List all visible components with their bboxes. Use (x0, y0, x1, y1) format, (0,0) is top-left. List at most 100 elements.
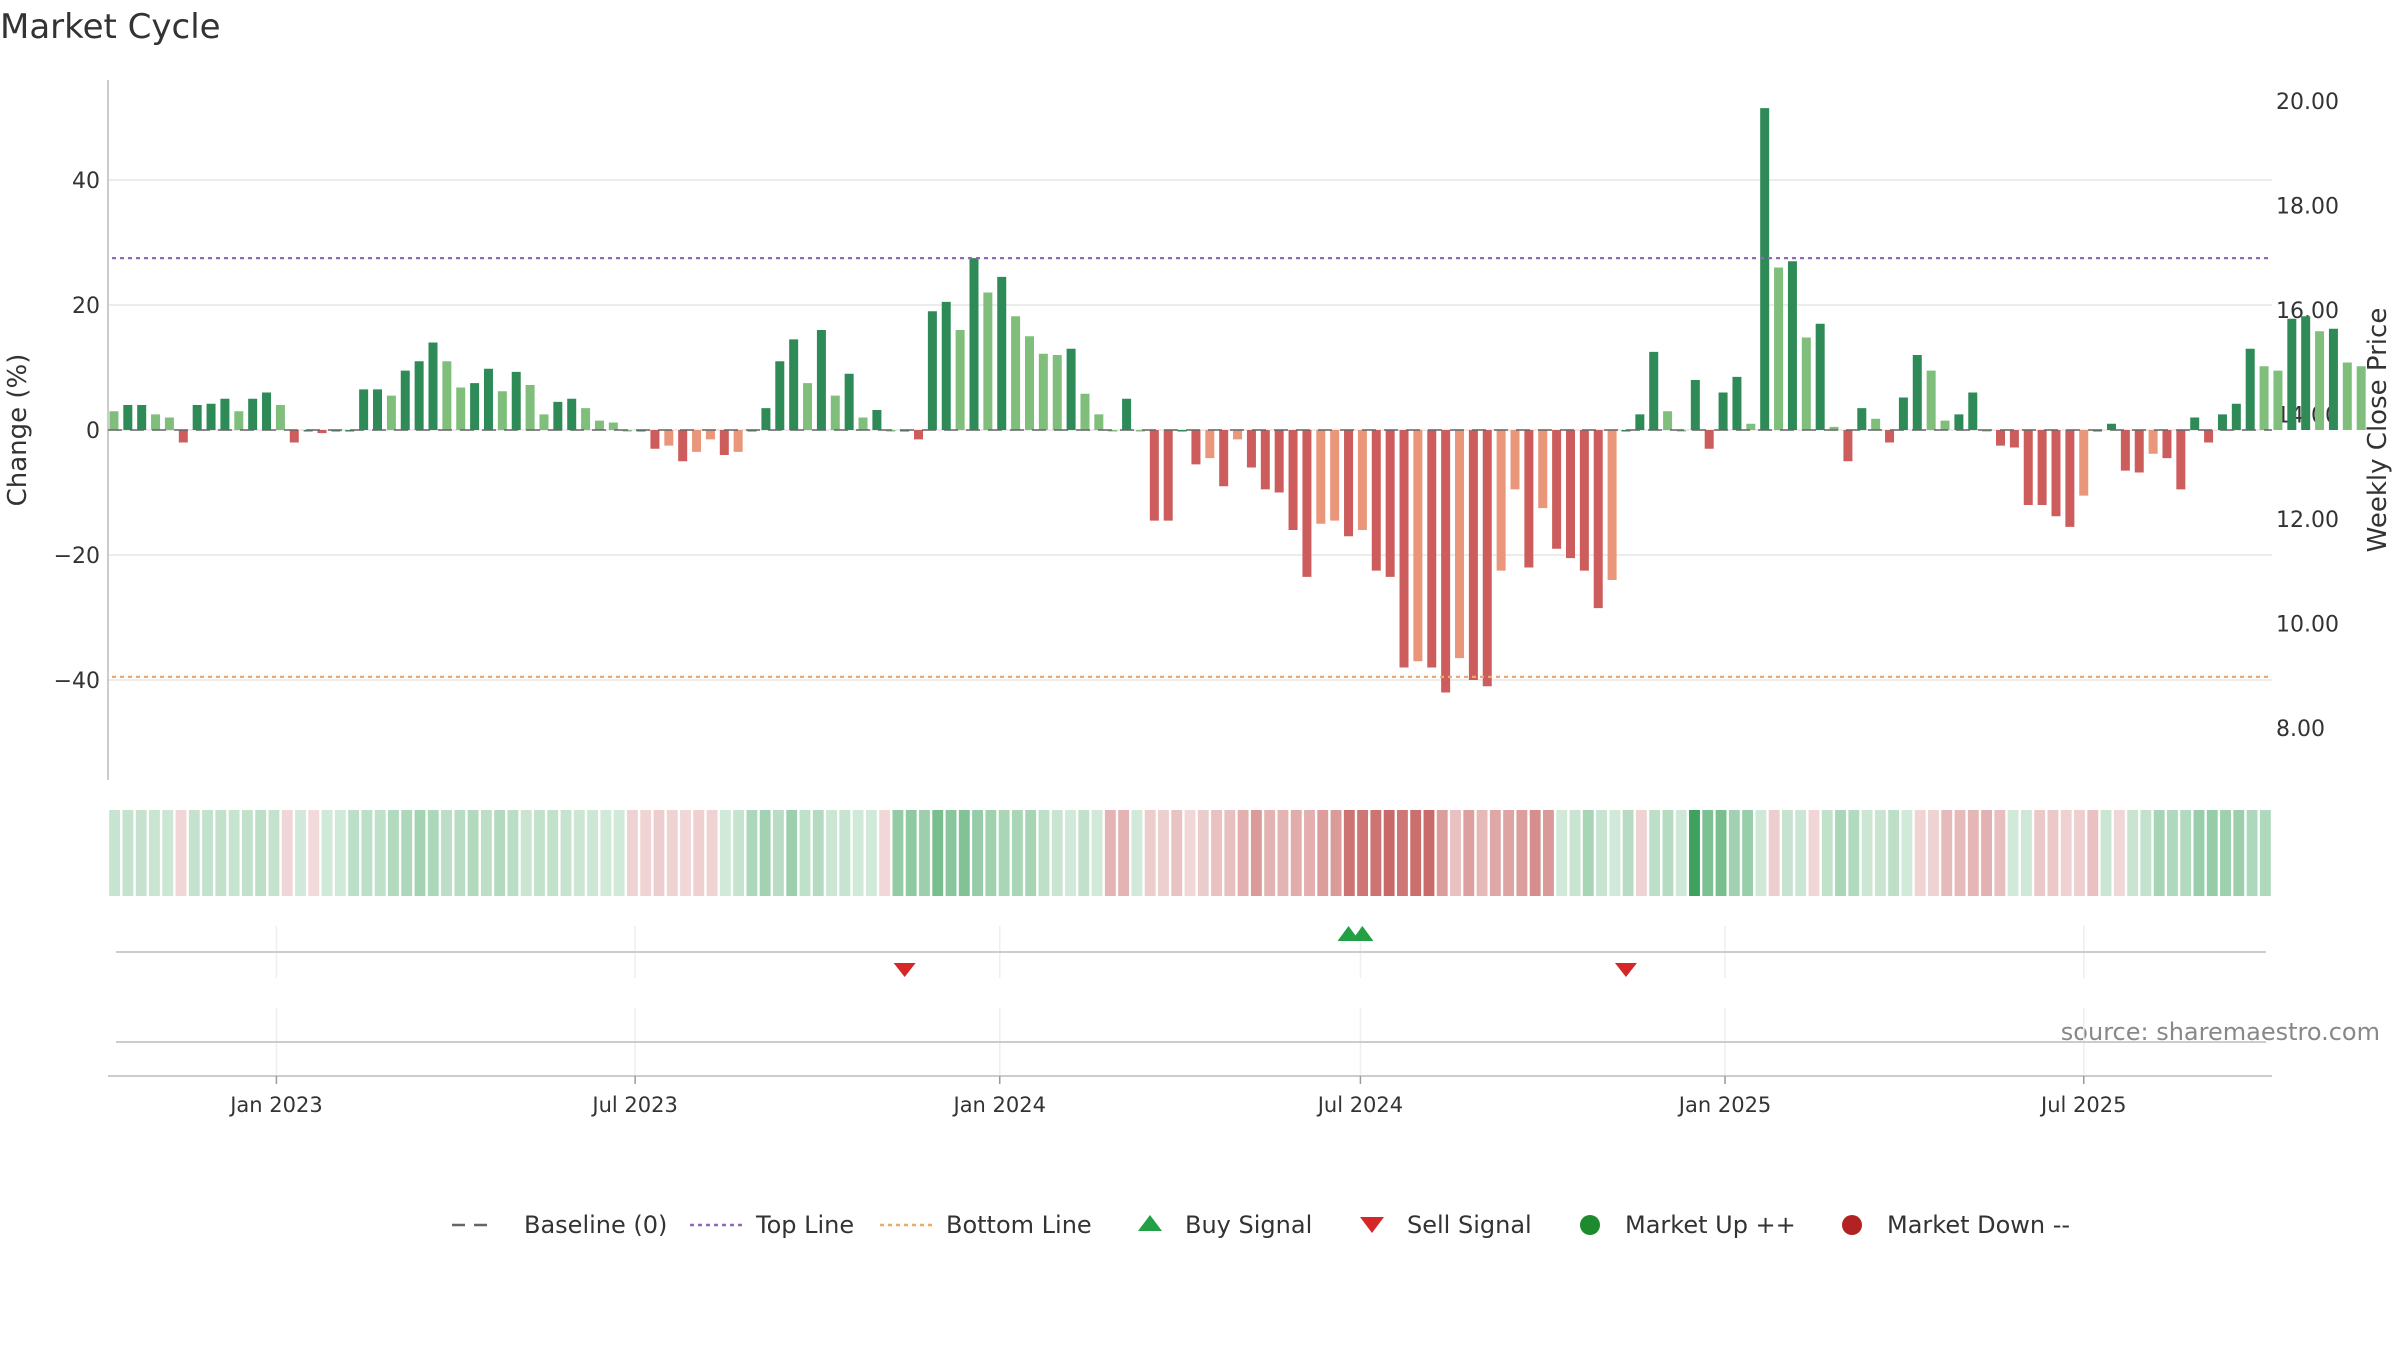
heat-cell (2007, 810, 2019, 896)
heat-cell (1489, 810, 1501, 896)
change-bar (2037, 430, 2047, 505)
y-right-tick-label: 8.00 (2276, 717, 2325, 742)
heat-cell (162, 810, 174, 896)
heat-cell (1569, 810, 1581, 896)
heat-cell (149, 810, 160, 896)
heat-cell (534, 810, 545, 896)
legend-label: Sell Signal (1407, 1211, 1532, 1239)
heat-cell (1635, 810, 1647, 896)
heat-cell (202, 810, 214, 896)
change-bar (678, 430, 688, 462)
change-bar (1316, 430, 1326, 524)
change-bar (1538, 430, 1548, 509)
heat-cell (427, 810, 439, 896)
heat-cell (746, 810, 758, 896)
change-bar (858, 417, 868, 430)
heat-cell (480, 810, 492, 896)
heat-cell (2220, 810, 2231, 896)
heat-cell (1914, 810, 1926, 896)
heat-cell (1450, 810, 1461, 896)
heat-cell (1941, 810, 1953, 896)
heat-cell (1171, 810, 1183, 896)
heat-cell (1675, 810, 1687, 896)
heat-cell (348, 810, 360, 896)
change-bar (2009, 430, 2019, 448)
heat-cell (573, 810, 585, 896)
heat-cell (547, 810, 559, 896)
heat-cell (1848, 810, 1860, 896)
change-bar (317, 430, 327, 434)
change-bar (872, 410, 882, 430)
heat-cell (1304, 810, 1315, 896)
change-bar (2259, 366, 2269, 430)
change-bar (456, 387, 466, 430)
change-bar (1760, 108, 1770, 430)
heat-cell (2100, 810, 2112, 896)
heat-cell (719, 810, 731, 896)
x-tick-label: Jul 2025 (2039, 1093, 2126, 1117)
change-bar (567, 398, 577, 430)
heat-cell (2020, 810, 2032, 896)
change-bar (2301, 316, 2311, 430)
legend-circle-icon (1580, 1215, 1600, 1235)
heat-cell (414, 810, 426, 896)
sell-signal-marker (893, 963, 916, 977)
legend-label: Market Down -- (1887, 1211, 2070, 1239)
change-bar-panel: −40−20020408.0010.0012.0014.0016.0018.00… (54, 80, 2366, 780)
change-bar (1260, 430, 1270, 490)
heat-cell (215, 810, 227, 896)
heat-cell (2127, 810, 2139, 896)
change-bar (1718, 392, 1728, 430)
change-bar (844, 373, 854, 430)
heat-cell (972, 810, 984, 896)
heat-cell (1065, 810, 1076, 896)
change-bar (1233, 430, 1243, 440)
heat-cell (361, 810, 373, 896)
heat-cell (1051, 810, 1063, 896)
change-bar (1732, 376, 1742, 430)
change-bar (2217, 414, 2227, 430)
heat-cell (613, 810, 625, 896)
x-tick-label: Jul 2024 (1316, 1093, 1403, 1117)
heat-cell (2193, 810, 2205, 896)
heat-cell (334, 810, 346, 896)
heat-cell (1410, 810, 1422, 896)
heat-cell (2074, 810, 2085, 896)
heat-cell (1874, 810, 1886, 896)
heat-cell (1835, 810, 1846, 896)
change-bar (1496, 430, 1506, 571)
x-tick-label: Jan 2024 (952, 1093, 1047, 1117)
change-bar (789, 339, 799, 430)
change-bar (234, 411, 244, 430)
change-bar (1815, 323, 1825, 430)
change-bar (914, 430, 924, 440)
heat-cell (1144, 810, 1156, 896)
change-bar (2106, 423, 2116, 430)
heat-cell (998, 810, 1010, 896)
heat-cell (1158, 810, 1169, 896)
change-bar (192, 405, 202, 430)
change-bar (428, 342, 438, 430)
heat-cell (640, 810, 652, 896)
change-bar (969, 258, 979, 430)
heat-cell (1211, 810, 1222, 896)
heat-cell (1901, 810, 1913, 896)
change-bar (178, 430, 188, 443)
change-bar (941, 301, 951, 430)
change-bar (955, 330, 965, 430)
change-bar (1829, 426, 1839, 430)
legend-circle-icon (1842, 1215, 1862, 1235)
change-bar (2356, 366, 2366, 430)
heat-cell (1689, 810, 1700, 896)
change-bar (1135, 430, 1145, 432)
heat-cell (1662, 810, 1674, 896)
heat-cell (321, 810, 333, 896)
change-bar (1066, 348, 1076, 430)
market-panel (116, 1008, 2266, 1076)
heat-cell (1556, 810, 1568, 896)
change-bar (1052, 355, 1062, 430)
change-bar (775, 361, 785, 430)
change-bar (1205, 430, 1215, 459)
change-bar (983, 292, 993, 430)
